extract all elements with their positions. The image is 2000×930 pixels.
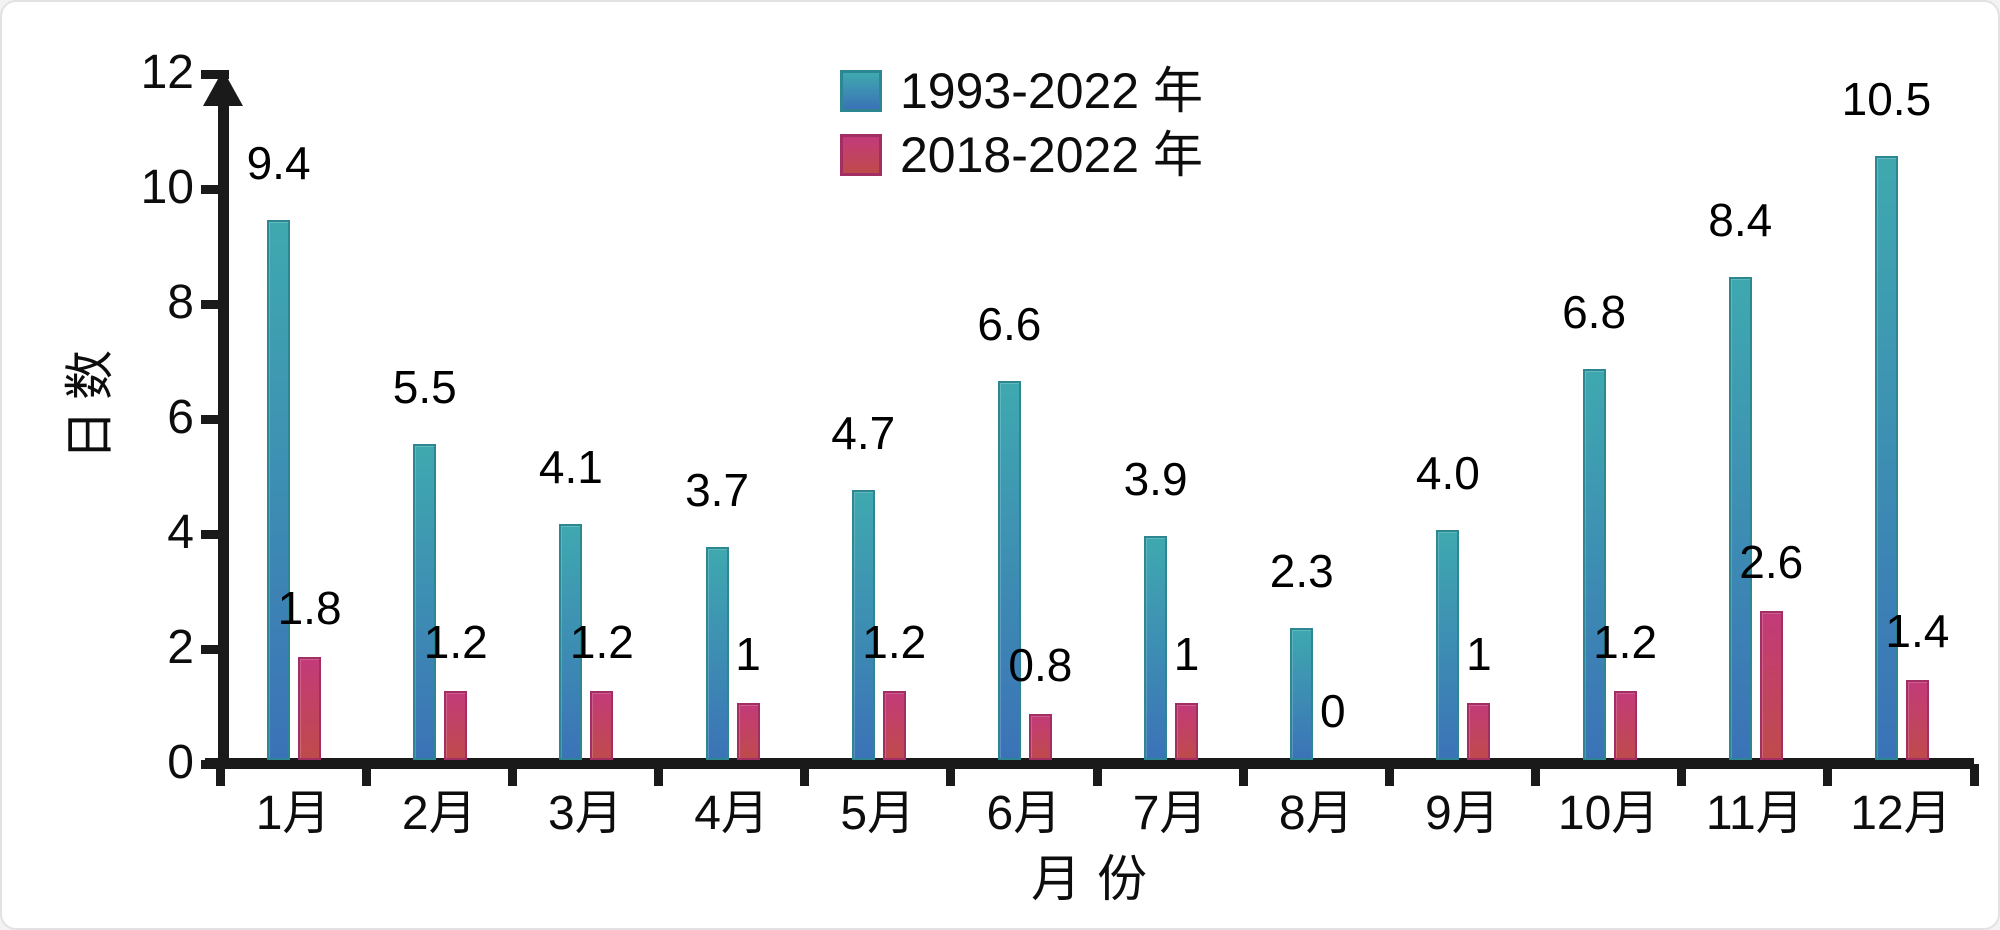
value-label-s1-m12: 10.5 — [1841, 73, 1932, 126]
x-tick-label-m9: 9月 — [1425, 787, 1500, 840]
y-axis-line — [218, 86, 229, 768]
value-label-s1-m7: 3.9 — [1123, 452, 1188, 505]
legend-item-series-2: 2018-2022 年 — [840, 130, 1203, 180]
bar-s2-m2 — [444, 691, 468, 760]
legend-label-series-1: 1993-2022 年 — [900, 63, 1204, 119]
bar-s1-m3 — [559, 524, 583, 760]
bar-s2-m7 — [1175, 702, 1199, 760]
x-tick-label-m8: 8月 — [1278, 787, 1354, 840]
x-tick-5 — [946, 764, 956, 786]
bar-s1-m11 — [1728, 277, 1752, 760]
value-label-s1-m6: 6.6 — [977, 297, 1042, 350]
value-label-s2-m3: 1.2 — [569, 616, 634, 668]
bar-s1-m4 — [705, 547, 729, 760]
x-tick-label-m3: 3月 — [548, 787, 623, 840]
y-tick-6 — [201, 414, 229, 424]
x-tick-1 — [361, 764, 371, 786]
bar-s1-m8 — [1290, 627, 1314, 760]
legend-label-series-2: 2018-2022 年 — [900, 127, 1204, 183]
x-tick-label-m5: 5月 — [840, 787, 916, 840]
bar-s1-m2 — [413, 443, 437, 760]
value-label-s2-m7: 1 — [1173, 627, 1200, 680]
x-tick-9 — [1531, 764, 1540, 786]
x-tick-label-m2: 2月 — [401, 787, 477, 840]
bar-s1-m6 — [997, 380, 1021, 760]
x-tick-11 — [1823, 764, 1833, 786]
x-tick-label-m11: 11月 — [1705, 787, 1804, 840]
y-tick-12 — [201, 69, 229, 79]
value-label-s1-m4: 3.7 — [685, 464, 750, 517]
y-tick-label-6: 6 — [167, 391, 194, 444]
x-tick-3 — [654, 764, 663, 786]
value-label-s1-m9: 4.0 — [1415, 447, 1480, 499]
bar-s2-m5 — [882, 691, 906, 760]
legend-item-series-1: 1993-2022 年 — [840, 66, 1203, 116]
x-tick-6 — [1092, 764, 1102, 786]
x-tick-12 — [1969, 764, 1979, 786]
value-label-s2-m8: 0 — [1319, 685, 1346, 737]
y-tick-label-4: 4 — [167, 506, 194, 559]
x-tick-8 — [1384, 764, 1394, 786]
x-axis-title: 月份 — [1031, 851, 1163, 907]
bar-s2-m10 — [1613, 691, 1637, 760]
bar-s2-m9 — [1467, 702, 1491, 760]
x-tick-label-m12: 12月 — [1850, 787, 1952, 840]
legend-swatch-1993-2022-icon — [840, 70, 882, 112]
y-tick-8 — [201, 299, 229, 309]
bar-s1-m7 — [1144, 535, 1168, 760]
x-tick-label-m7: 7月 — [1132, 787, 1208, 840]
x-tick-7 — [1238, 764, 1248, 786]
y-tick-0 — [201, 759, 229, 769]
value-label-s2-m5: 1.2 — [862, 616, 927, 668]
x-tick-0 — [215, 764, 225, 786]
x-tick-label-m10: 10月 — [1557, 787, 1660, 840]
legend-swatch-2018-2022-icon — [840, 134, 882, 176]
bar-s2-m11 — [1759, 610, 1783, 760]
value-label-s1-m1: 9.4 — [246, 136, 311, 189]
y-tick-label-12: 12 — [140, 46, 194, 99]
value-label-s2-m12: 1.4 — [1885, 604, 1950, 657]
x-tick-label-m1: 1月 — [255, 787, 331, 840]
value-label-s2-m9: 1 — [1466, 627, 1492, 680]
value-label-s2-m11: 2.6 — [1739, 535, 1804, 588]
y-tick-2 — [201, 644, 229, 654]
y-tick-label-0: 0 — [167, 736, 194, 789]
y-tick-4 — [201, 529, 229, 539]
value-label-s2-m10: 1.2 — [1593, 616, 1658, 668]
x-tick-4 — [800, 764, 810, 786]
y-tick-label-10: 10 — [140, 161, 194, 214]
bar-s1-m9 — [1436, 530, 1460, 760]
value-label-s2-m2: 1.2 — [423, 616, 488, 668]
value-label-s2-m4: 1 — [735, 627, 761, 680]
x-tick-label-m4: 4月 — [694, 787, 769, 840]
bar-s1-m12 — [1874, 156, 1898, 760]
y-tick-10 — [201, 184, 229, 194]
x-axis-line — [205, 758, 1974, 769]
bar-s2-m4 — [736, 702, 760, 760]
bar-s2-m1 — [298, 656, 322, 760]
value-label-s1-m8: 2.3 — [1269, 544, 1334, 597]
bar-s2-m12 — [1905, 679, 1929, 760]
value-label-s1-m2: 5.5 — [392, 360, 457, 413]
bar-s1-m5 — [851, 489, 875, 760]
value-label-s2-m1: 1.8 — [277, 581, 342, 634]
x-tick-label-m6: 6月 — [986, 787, 1062, 840]
value-label-s1-m10: 6.8 — [1562, 286, 1627, 338]
bar-s1-m1 — [267, 219, 291, 760]
y-tick-label-2: 2 — [167, 621, 194, 674]
x-tick-2 — [507, 764, 517, 786]
x-tick-10 — [1677, 764, 1687, 786]
bar-s1-m10 — [1582, 369, 1606, 760]
value-label-s1-m3: 4.1 — [538, 441, 603, 494]
value-label-s1-m5: 4.7 — [831, 406, 896, 459]
y-tick-label-8: 8 — [167, 276, 194, 329]
bar-s2-m3 — [590, 691, 614, 760]
legend: 1993-2022 年 2018-2022 年 — [840, 66, 1203, 180]
value-label-s1-m11: 8.4 — [1708, 194, 1773, 246]
value-label-s2-m6: 0.8 — [1008, 639, 1073, 691]
bar-s2-m6 — [1028, 714, 1052, 760]
